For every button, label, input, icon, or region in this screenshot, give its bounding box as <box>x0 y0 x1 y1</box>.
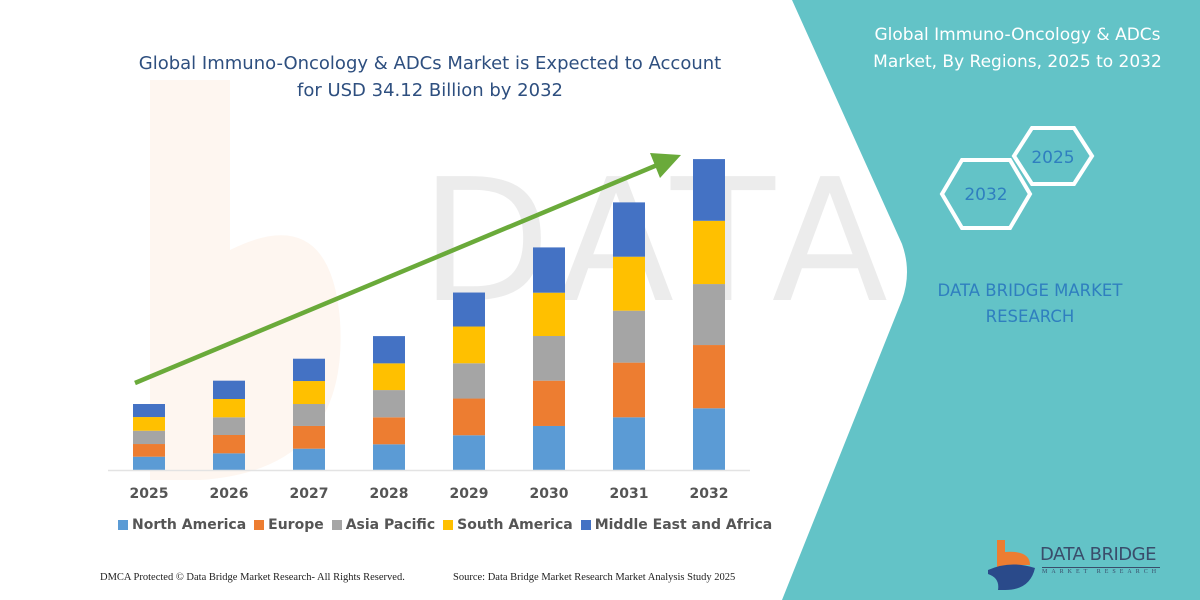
bar-segment-2029-north-america <box>453 435 485 470</box>
bar-segment-2031-north-america <box>613 417 645 470</box>
legend-item: Europe <box>254 517 324 533</box>
bar-segment-2027-europe <box>293 425 325 449</box>
x-tick-label: 2030 <box>530 486 569 502</box>
bar-segment-2027-middle-east-and-africa <box>293 358 325 382</box>
bar-segment-2030-europe <box>533 380 565 426</box>
chart-title: Global Immuno-Oncology & ADCs Market is … <box>100 50 760 104</box>
legend-label: Europe <box>268 517 324 533</box>
bar-segment-2028-middle-east-and-africa <box>373 336 405 364</box>
x-tick-label: 2027 <box>290 486 329 502</box>
legend-swatch <box>331 520 342 530</box>
bar-segment-2026-south-america <box>213 398 245 418</box>
brand-line2: RESEARCH <box>985 307 1075 326</box>
side-panel-title: Global Immuno-Oncology & ADCs Market, By… <box>840 22 1195 76</box>
bar-segment-2032-south-america <box>693 220 725 285</box>
x-tick-label: 2031 <box>610 486 649 502</box>
legend: North America Europe Asia Pacific South Ame… <box>118 517 772 533</box>
bar-segment-2030-asia-pacific <box>533 336 565 381</box>
bar-segment-2029-south-america <box>453 326 485 364</box>
side-title-line1: Global Immuno-Oncology & ADCs <box>874 25 1161 45</box>
bar-segment-2028-europe <box>373 417 405 445</box>
trend-arrow <box>134 153 681 386</box>
bar-segment-2027-asia-pacific <box>293 404 325 426</box>
bar-segment-2026-asia-pacific <box>213 417 245 435</box>
legend-swatch <box>443 520 454 530</box>
logo-subtext: MARKET RESEARCH <box>1042 567 1161 575</box>
chart-title-line2: for USD 34.12 Billion by 2032 <box>296 80 563 101</box>
bar-segment-2031-asia-pacific <box>613 310 645 363</box>
bar-segment-2028-asia-pacific <box>373 390 405 418</box>
footer-source: Source: Data Bridge Market Research Mark… <box>453 572 736 583</box>
legend-label: Asia Pacific <box>345 517 436 533</box>
bar-segment-2025-asia-pacific <box>133 430 165 445</box>
bar-segment-2025-north-america <box>133 456 165 470</box>
bar-segment-2029-middle-east-and-africa <box>453 292 485 327</box>
side-title-line2: Market, By Regions, 2025 to 2032 <box>873 52 1162 72</box>
x-axis-labels: 2025 2026 2027 2028 2029 2030 2031 2032 <box>130 486 729 502</box>
legend-swatch <box>118 520 128 530</box>
logo-text: DATA BRIDGE <box>1040 544 1156 565</box>
hex-2032-label: 2032 <box>964 185 1007 205</box>
bar-segment-2026-north-america <box>213 453 245 470</box>
bar-segment-2030-middle-east-and-africa <box>533 247 565 293</box>
bar-segment-2025-europe <box>133 444 165 457</box>
brand-text: DATA BRIDGE MARKET RESEARCH <box>920 278 1140 330</box>
brand-line1: DATA BRIDGE MARKET <box>937 281 1123 300</box>
x-tick-label: 2028 <box>370 486 409 502</box>
bar-segment-2029-europe <box>453 398 485 436</box>
bar-segment-2029-asia-pacific <box>453 363 485 399</box>
bar-segment-2032-europe <box>693 345 725 409</box>
bar-segment-2032-asia-pacific <box>693 284 725 346</box>
x-tick-label: 2029 <box>450 486 489 502</box>
legend-label: Middle East and Africa <box>594 517 773 533</box>
legend-item: South America <box>443 517 573 533</box>
x-tick-label: 2032 <box>690 486 729 502</box>
logo-icon <box>988 540 1035 590</box>
bar-segment-2030-south-america <box>533 292 565 337</box>
hex-2032 <box>939 158 1033 230</box>
bar-segment-2031-middle-east-and-africa <box>613 202 645 257</box>
legend-item: North America <box>118 517 246 533</box>
chart-bars <box>133 159 725 470</box>
bar-segment-2025-south-america <box>133 417 165 431</box>
bar-segment-2028-south-america <box>373 363 405 391</box>
legend-label: North America <box>132 517 247 533</box>
bar-segment-2032-middle-east-and-africa <box>693 159 725 221</box>
bar-segment-2028-north-america <box>373 444 405 470</box>
hex-2025 <box>1011 126 1095 186</box>
legend-item: Middle East and Africa <box>580 517 773 533</box>
hex-2025-label: 2025 <box>1031 148 1074 168</box>
bar-segment-2031-europe <box>613 362 645 418</box>
bar-segment-2030-north-america <box>533 425 565 470</box>
chart-title-line1: Global Immuno-Oncology & ADCs Market is … <box>138 53 722 74</box>
bar-segment-2025-middle-east-and-africa <box>133 404 165 418</box>
legend-swatch <box>254 520 265 530</box>
bar-segment-2026-europe <box>213 434 245 454</box>
bar-segment-2031-south-america <box>613 256 645 311</box>
legend-item: Asia Pacific <box>331 517 436 533</box>
bar-segment-2027-south-america <box>293 381 325 405</box>
x-tick-label: 2025 <box>130 486 169 502</box>
legend-label: South America <box>457 517 573 533</box>
bar-segment-2032-north-america <box>693 408 725 470</box>
bar-segment-2026-middle-east-and-africa <box>213 380 245 399</box>
x-tick-label: 2026 <box>210 486 249 502</box>
side-panel <box>782 0 1200 600</box>
bar-segment-2027-north-america <box>293 448 325 470</box>
footer-copyright: DMCA Protected © Data Bridge Market Rese… <box>100 572 405 583</box>
legend-swatch <box>580 520 591 530</box>
